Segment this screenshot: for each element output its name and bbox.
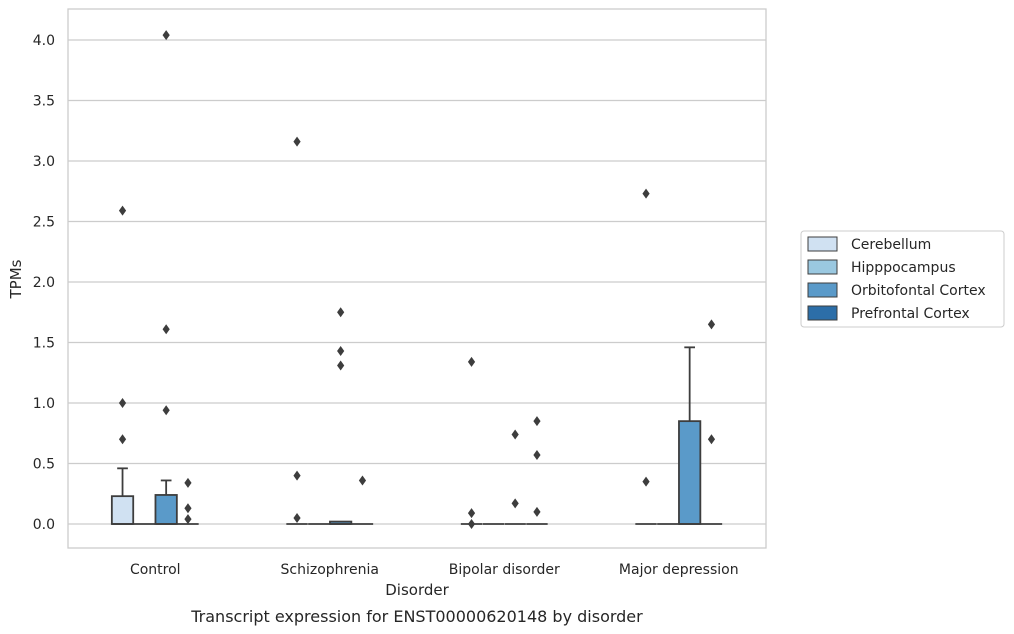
box-orbitofontal-cortex (329, 307, 353, 525)
outlier-point (533, 506, 541, 517)
plot-background (68, 9, 766, 548)
outlier-point (118, 205, 127, 216)
outlier-point (184, 503, 192, 514)
box-cerebellum (110, 205, 135, 525)
plot-frame (67, 8, 767, 549)
x-tick-labels: Control Schizophrenia Bipolar disorder Majo… (130, 562, 739, 578)
outlier-point (293, 512, 301, 523)
outlier-point (184, 514, 192, 525)
legend-label: Prefrontal Cortex (851, 306, 970, 322)
outlier-point (533, 416, 541, 427)
y-tick-label: 1.0 (33, 396, 55, 412)
y-axis-title: TPMs (7, 259, 25, 299)
outlier-point (337, 360, 345, 371)
outlier-point (707, 319, 716, 330)
box-cerebellum (460, 356, 483, 529)
outlier-point (118, 434, 127, 445)
x-tick-label: Major depression (619, 562, 739, 578)
outlier-point (467, 508, 476, 519)
outlier-point (511, 498, 519, 509)
box-prefrontal-cortex (177, 477, 199, 525)
gridlines (68, 39, 766, 525)
legend: Cerebellum Hipppocampus Orbitofontal Corte… (800, 230, 1005, 328)
legend-label: Hipppocampus (851, 260, 956, 276)
outlier-point (642, 188, 650, 199)
y-tick-label: 4.0 (33, 33, 55, 49)
outlier-point (358, 475, 367, 486)
outlier-point (162, 324, 170, 335)
outlier-point (293, 136, 301, 147)
outlier-point (162, 405, 170, 416)
box-prefrontal-cortex (700, 319, 723, 525)
outlier-point (707, 434, 716, 445)
outlier-point (511, 429, 519, 440)
legend-label: Cerebellum (851, 237, 931, 253)
y-tick-label: 2.5 (33, 215, 55, 231)
x-tick-label: Bipolar disorder (449, 562, 560, 578)
y-tick-label: 3.5 (33, 94, 55, 110)
outlier-point (337, 307, 345, 318)
box-prefrontal-cortex (351, 475, 374, 525)
box-body (678, 420, 702, 525)
y-tick-label: 3.0 (33, 154, 55, 170)
x-tick-label: Schizophrenia (281, 562, 379, 578)
legend-swatch (807, 282, 838, 298)
y-tick-label: 0.5 (33, 457, 55, 473)
box-body (110, 495, 135, 525)
box-orbitofontal-cortex (678, 346, 702, 525)
legend-swatch (807, 305, 838, 321)
box-orbitofontal-cortex (154, 30, 178, 525)
outlier-point (184, 477, 192, 488)
box-body (154, 494, 178, 525)
outlier-point (467, 519, 476, 529)
outlier-point (118, 398, 127, 408)
outlier-point (293, 470, 301, 481)
box-cerebellum (286, 136, 308, 525)
outlier-point (642, 476, 650, 487)
outlier-point (467, 356, 476, 367)
chart-caption: Transcript expression for ENST0000062014… (190, 607, 643, 626)
outlier-point (533, 450, 541, 461)
box-cerebellum (635, 188, 657, 525)
y-tick-labels: 0.0 0.5 1.0 1.5 2.0 2.5 3.0 3.5 4.0 (33, 33, 55, 533)
box-prefrontal-cortex (526, 416, 548, 525)
legend-swatch (807, 236, 838, 252)
outlier-point (337, 345, 345, 356)
legend-label: Orbitofontal Cortex (851, 283, 986, 299)
boxes (110, 30, 723, 529)
y-tick-label: 0.0 (33, 517, 55, 533)
x-axis-title: Disorder (385, 581, 449, 599)
legend-frame (800, 230, 1005, 328)
y-tick-label: 1.5 (33, 336, 55, 352)
legend-swatch (807, 259, 838, 275)
x-tick-label: Control (130, 562, 181, 578)
y-tick-label: 2.0 (33, 275, 55, 291)
box-orbitofontal-cortex (504, 429, 526, 525)
outlier-point (162, 30, 170, 41)
